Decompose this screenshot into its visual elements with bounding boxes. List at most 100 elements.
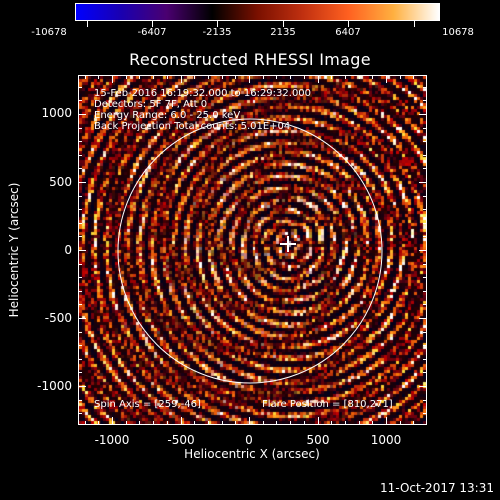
axis-tick bbox=[419, 250, 427, 251]
axis-tick bbox=[263, 75, 264, 79]
axis-tick bbox=[423, 400, 427, 401]
axis-tick bbox=[167, 75, 168, 79]
axis-tick bbox=[78, 264, 82, 265]
axis-tick bbox=[423, 372, 427, 373]
axis-tick bbox=[78, 318, 86, 319]
colorbar-label: -10678 bbox=[31, 27, 67, 38]
image-plot-area: 15-Feb-2016 16:19:32.000 to 16:29:32.000… bbox=[78, 75, 427, 425]
axis-tick bbox=[413, 75, 414, 79]
colorbar-tick bbox=[283, 21, 284, 27]
axis-tick bbox=[423, 304, 427, 305]
axis-tick bbox=[331, 421, 332, 425]
colorbar-tick bbox=[348, 21, 349, 27]
axis-tick bbox=[423, 291, 427, 292]
overlay-svg bbox=[117, 118, 383, 384]
y-tick-label: 0 bbox=[64, 243, 72, 257]
info-line: 15-Feb-2016 16:19:32.000 to 16:29:32.000 bbox=[94, 88, 312, 99]
axis-tick bbox=[372, 421, 373, 425]
axis-tick bbox=[318, 417, 319, 425]
axis-tick bbox=[78, 277, 82, 278]
axis-tick bbox=[400, 421, 401, 425]
axis-tick bbox=[423, 277, 427, 278]
axis-tick bbox=[181, 75, 182, 83]
axis-tick bbox=[78, 413, 82, 414]
axis-tick bbox=[419, 386, 427, 387]
axis-tick bbox=[208, 75, 209, 79]
axis-tick bbox=[423, 223, 427, 224]
axis-tick bbox=[276, 421, 277, 425]
axis-tick bbox=[112, 417, 113, 425]
axis-tick bbox=[423, 141, 427, 142]
axis-tick bbox=[345, 421, 346, 425]
axis-tick bbox=[423, 87, 427, 88]
axis-tick bbox=[249, 417, 250, 425]
axis-tick bbox=[78, 332, 82, 333]
axis-tick bbox=[126, 421, 127, 425]
axis-tick bbox=[222, 421, 223, 425]
axis-tick bbox=[153, 75, 154, 79]
axis-tick bbox=[78, 291, 82, 292]
axis-tick bbox=[78, 114, 86, 115]
colorbar-label: 10678 bbox=[442, 27, 474, 38]
x-tick-label: -500 bbox=[167, 433, 195, 447]
axis-tick bbox=[78, 209, 82, 210]
axis-tick bbox=[78, 168, 82, 169]
y-tick-label: 1000 bbox=[41, 106, 72, 120]
axis-tick bbox=[78, 304, 82, 305]
axis-tick bbox=[318, 75, 319, 83]
axis-tick bbox=[194, 421, 195, 425]
colorbar-tick bbox=[217, 21, 218, 27]
axis-tick bbox=[276, 75, 277, 79]
colorbar-tick bbox=[414, 21, 415, 27]
colorbar-tick bbox=[152, 21, 153, 27]
x-axis-title: Heliocentric X (arcsec) bbox=[184, 447, 320, 461]
axis-tick bbox=[167, 421, 168, 425]
axis-tick bbox=[386, 75, 387, 83]
y-axis-title: Heliocentric Y (arcsec) bbox=[7, 182, 21, 318]
axis-tick bbox=[112, 75, 113, 83]
axis-tick bbox=[423, 155, 427, 156]
axis-tick bbox=[304, 421, 305, 425]
axis-tick bbox=[78, 196, 82, 197]
axis-tick bbox=[235, 75, 236, 79]
axis-tick bbox=[98, 421, 99, 425]
axis-tick bbox=[78, 141, 82, 142]
axis-tick bbox=[78, 372, 82, 373]
info-line: Back Projection Total counts: 5.01E+04 bbox=[94, 121, 291, 132]
axis-tick bbox=[181, 417, 182, 425]
axis-tick bbox=[78, 359, 82, 360]
axis-tick bbox=[78, 345, 82, 346]
axis-tick bbox=[419, 318, 427, 319]
axis-tick bbox=[359, 75, 360, 79]
axis-tick bbox=[423, 359, 427, 360]
axis-tick bbox=[126, 75, 127, 79]
colorbar-label: -2135 bbox=[202, 27, 232, 38]
axis-tick bbox=[423, 345, 427, 346]
axis-tick bbox=[249, 75, 250, 83]
solar-limb-circle bbox=[117, 118, 383, 384]
axis-tick bbox=[78, 236, 82, 237]
axis-tick bbox=[345, 75, 346, 79]
y-tick-label: -1000 bbox=[37, 379, 72, 393]
axis-tick bbox=[78, 182, 86, 183]
axis-tick bbox=[386, 417, 387, 425]
axis-tick bbox=[423, 413, 427, 414]
axis-tick bbox=[423, 264, 427, 265]
colorbar-tick bbox=[87, 21, 88, 27]
axis-tick bbox=[139, 75, 140, 79]
axis-tick bbox=[423, 236, 427, 237]
colorbar-label: 2135 bbox=[270, 27, 296, 38]
axis-tick bbox=[423, 332, 427, 333]
axis-tick bbox=[413, 421, 414, 425]
axis-tick bbox=[423, 209, 427, 210]
colorbar-label: -6407 bbox=[137, 27, 167, 38]
plot-timestamp: 11-Oct-2017 13:31 bbox=[380, 481, 494, 495]
x-tick-label: 0 bbox=[245, 433, 253, 447]
axis-tick bbox=[359, 421, 360, 425]
axis-tick bbox=[222, 75, 223, 79]
axis-tick bbox=[78, 128, 82, 129]
axis-tick bbox=[372, 75, 373, 79]
spin-axis-label: Spin Axis = [259,-46] bbox=[94, 399, 201, 410]
axis-tick bbox=[98, 75, 99, 79]
